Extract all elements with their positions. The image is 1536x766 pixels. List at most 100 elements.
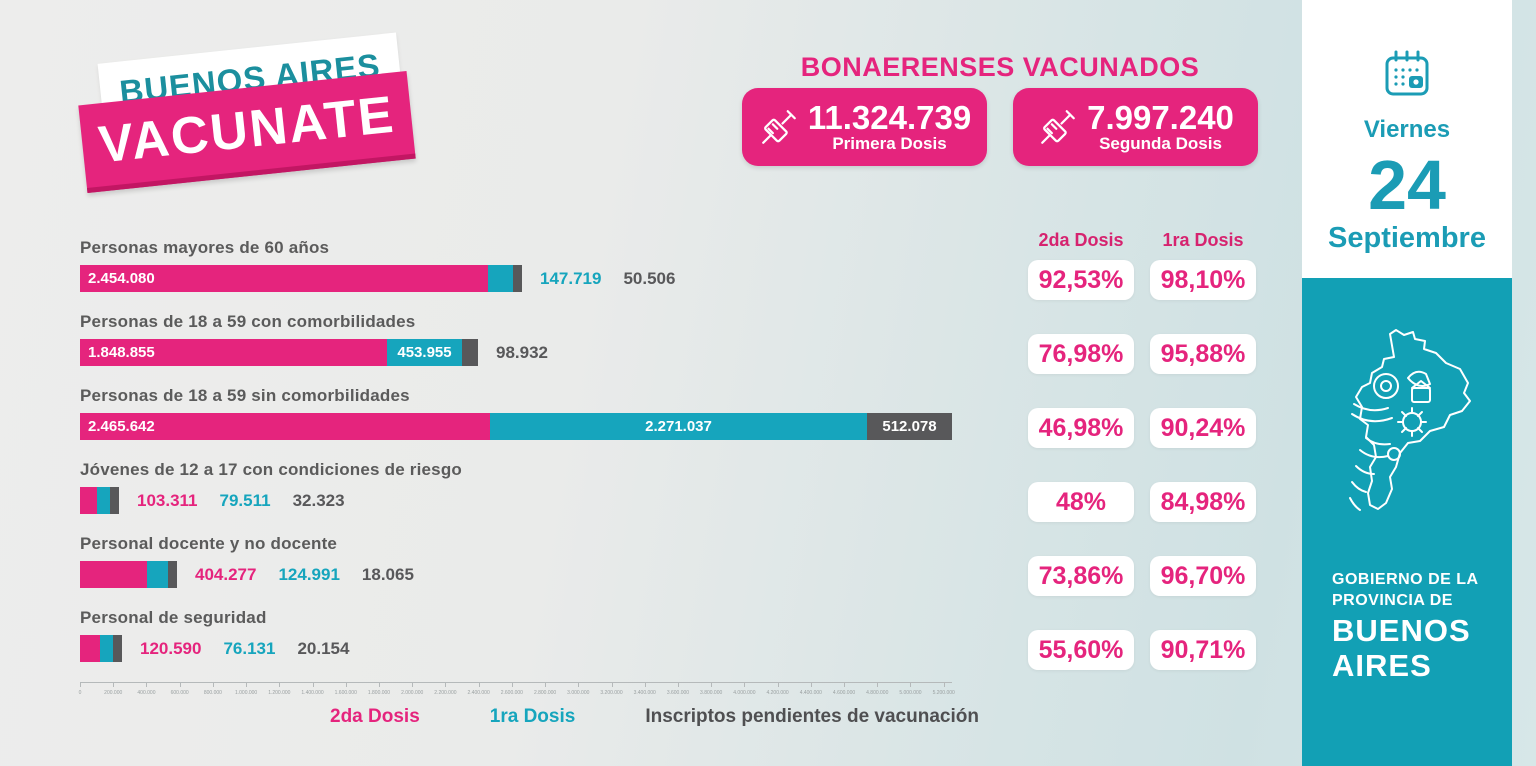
first-dose-percent-pill: 84,98% — [1150, 482, 1256, 522]
primera-dosis-value: 11.324.739 — [807, 98, 972, 136]
second-dose-percent-pill: 46,98% — [1028, 408, 1134, 448]
axis-tick — [113, 682, 115, 687]
bar-segment-dosis2 — [80, 487, 97, 514]
axis-tick-label: 5.200.000 — [932, 690, 955, 696]
government-caption: GOBIERNO DE LA PROVINCIA DE BUENOS AIRES — [1332, 570, 1479, 683]
axis-tick-label: 2.000.000 — [401, 690, 424, 696]
bar-segment-dosis2 — [80, 561, 147, 588]
primera-dosis-label: Primera Dosis — [832, 134, 947, 154]
axis-tick-label: 1.000.000 — [234, 690, 258, 696]
axis-tick-label: 3.400.000 — [633, 690, 656, 696]
axis-tick — [179, 682, 181, 687]
date-month: Septiembre — [1328, 222, 1486, 254]
second-dose-percent-pill: 92,53% — [1028, 260, 1134, 300]
axis-tick — [644, 682, 646, 687]
axis-tick — [744, 682, 746, 687]
segment-value-label: 1.848.855 — [88, 344, 155, 361]
axis-tick — [545, 682, 547, 687]
bar-segment-pendientes — [462, 339, 478, 366]
category-label: Personas de 18 a 59 con comorbilidades — [80, 312, 416, 331]
axis-tick — [810, 682, 812, 687]
bar-segment-dosis1: 453.955 — [387, 339, 462, 366]
first-dose-percent-pill: 90,71% — [1150, 630, 1256, 670]
syringe-icon — [1041, 110, 1075, 144]
axis-tick-label: 1.600.000 — [334, 690, 357, 696]
percent-row: 46,98% 90,24% — [1028, 386, 1256, 460]
axis-tick — [80, 682, 81, 687]
percent-row: 92,53% 98,10% — [1028, 238, 1256, 312]
gov-line3: BUENOS — [1332, 612, 1471, 648]
stacked-bar — [80, 635, 122, 662]
first-dose-percent-pill: 90,24% — [1150, 408, 1256, 448]
segunda-dosis-badge: 7.997.240 Segunda Dosis — [1013, 88, 1258, 166]
chart-row: Personal docente y no docente 404.277 124.… — [80, 534, 980, 608]
axis-tick-label: 4.000.000 — [733, 690, 756, 696]
segment-value-label: 453.955 — [397, 344, 452, 361]
page-title: BONAERENSES VACUNADOS — [800, 52, 1200, 82]
first-dose-percent-pill: 98,10% — [1150, 260, 1256, 300]
axis-tick-label: 5.000.000 — [899, 690, 922, 696]
chart-row: Personal de seguridad 120.590 76.131 20.154 — [80, 608, 980, 682]
bar-segment-pendientes — [513, 265, 522, 292]
legend-1ra-dosis: 1ra Dosis — [489, 706, 576, 727]
stacked-bar-chart: Personas mayores de 60 años 2.454.080 147.… — [80, 238, 980, 682]
bar-segment-dosis1 — [97, 487, 110, 514]
bar-segment-dosis1 — [488, 265, 513, 292]
outside-value-label-pendientes: 32.323 — [292, 490, 345, 510]
axis-tick-label: 200.000 — [104, 690, 123, 696]
second-dose-percent-pill: 48% — [1028, 482, 1134, 522]
axis-tick — [611, 682, 613, 687]
gov-line1: GOBIERNO DE LA — [1332, 571, 1479, 588]
segment-value-label: 2.465.642 — [88, 418, 155, 435]
bar-segment-dosis2: 2.465.642 — [80, 413, 490, 440]
axis-tick — [511, 682, 513, 687]
chart-row: Personas de 18 a 59 con comorbilidades 1.… — [80, 312, 980, 386]
stacked-bar — [80, 561, 177, 588]
axis-tick-label: 2.800.000 — [533, 690, 557, 696]
axis-tick-label: 4.800.000 — [866, 690, 889, 696]
axis-tick — [378, 682, 380, 687]
bar-segment-dosis1 — [100, 635, 113, 662]
stacked-bar — [80, 487, 119, 514]
percent-column-headers: 2da Dosis 1ra Dosis — [1028, 230, 1256, 251]
gov-line4: AIRES — [1332, 648, 1432, 684]
outside-value-label-dosis2: 120.590 — [140, 638, 202, 658]
outside-value-label-dosis1: 147.719 — [540, 268, 602, 288]
percent-values-column: 92,53% 98,10% 76,98% 95,88% 46,98% 90,24% 48% 8… — [1028, 238, 1256, 682]
stacked-bar: 2.454.080 — [80, 265, 522, 292]
outside-value-label-dosis1: 124.991 — [278, 564, 340, 584]
axis-tick — [711, 682, 713, 687]
axis-tick-label: 1.800.000 — [367, 690, 391, 696]
outside-value-label-pendientes: 98.932 — [496, 342, 548, 362]
axis-tick-label: 2.200.000 — [434, 690, 457, 696]
axis-tick-label: 2.600.000 — [500, 690, 523, 696]
percent-row: 48% 84,98% — [1028, 460, 1256, 534]
category-label: Personal de seguridad — [80, 608, 267, 627]
axis-tick-label: 1.400.000 — [301, 690, 324, 696]
category-label: Personas mayores de 60 años — [80, 238, 330, 257]
axis-tick — [910, 682, 912, 687]
segment-value-label: 2.454.080 — [88, 270, 155, 287]
axis-tick — [677, 682, 679, 687]
outside-value-label-pendientes: 50.506 — [623, 268, 676, 288]
axis-tick — [578, 682, 580, 687]
percent-row: 73,86% 96,70% — [1028, 534, 1256, 608]
axis-tick-label: 1.200.000 — [268, 690, 291, 696]
bar-segment-pendientes: 512.078 — [867, 413, 952, 440]
axis-tick — [312, 682, 314, 687]
outside-value-label-dosis2: 404.277 — [195, 564, 257, 584]
axis-tick — [445, 682, 447, 687]
axis-tick — [212, 682, 214, 687]
axis-tick — [877, 682, 879, 687]
first-dose-percent-pill: 96,70% — [1150, 556, 1256, 596]
axis-tick-label: 800.000 — [203, 690, 222, 696]
axis-tick-label: 600.000 — [170, 690, 189, 696]
bar-segment-pendientes — [110, 487, 119, 514]
bar-segment-dosis2 — [80, 635, 100, 662]
date-card: Viernes 24 Septiembre — [1302, 0, 1512, 278]
bar-segment-dosis2: 1.848.855 — [80, 339, 387, 366]
x-axis-line — [80, 682, 952, 683]
second-dose-percent-pill: 55,60% — [1028, 630, 1134, 670]
category-label: Personal docente y no docente — [80, 534, 338, 553]
axis-tick — [246, 682, 248, 687]
